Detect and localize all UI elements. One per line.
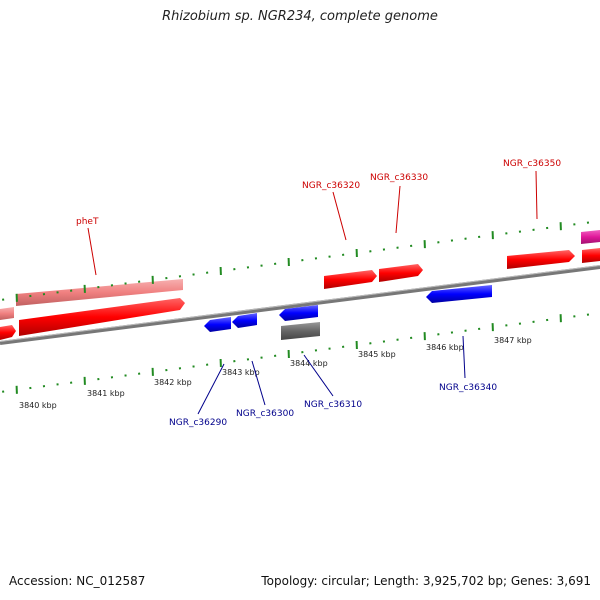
genome-backbone — [0, 265, 600, 345]
reverse-leader-lines — [197, 335, 466, 415]
gene-magenta-right-edge[interactable] — [581, 230, 600, 244]
tick-marks — [2, 221, 590, 394]
kbp-label-3841: 3841 kbp — [87, 389, 125, 398]
kbp-label-3846: 3846 kbp — [426, 343, 464, 352]
gene-forward-right-edge[interactable] — [582, 248, 600, 263]
gene-ngr-c36320[interactable] — [324, 270, 377, 289]
label-phet[interactable]: pheT — [76, 217, 99, 227]
kbp-label-3842: 3842 kbp — [154, 378, 192, 387]
gene-ngr-c36290[interactable] — [204, 317, 231, 332]
kbp-label-3844: 3844 kbp — [290, 359, 328, 368]
label-ngr-c36340[interactable]: NGR_c36340 — [439, 383, 497, 393]
label-ngr-c36300[interactable]: NGR_c36300 — [236, 409, 294, 419]
gene-partial-light-left[interactable] — [0, 307, 14, 320]
gene-ngr-c36330[interactable] — [379, 264, 423, 282]
gene-forward-red-1[interactable] — [19, 298, 185, 336]
gene-phet[interactable] — [16, 279, 183, 306]
kbp-label-3843: 3843 kbp — [222, 368, 260, 377]
kbp-axis-labels: 3840 kbp 3841 kbp 3842 kbp 3843 kbp 3844… — [19, 336, 532, 410]
label-ngr-c36350[interactable]: NGR_c36350 — [503, 159, 561, 169]
kbp-label-3847: 3847 kbp — [494, 336, 532, 345]
label-ngr-c36330[interactable]: NGR_c36330 — [370, 173, 428, 183]
gene-ngr-c36300[interactable] — [232, 313, 257, 328]
feature-gray[interactable] — [281, 322, 320, 340]
forward-leader-lines — [87, 170, 538, 276]
gene-ngr-c36340[interactable] — [426, 285, 492, 303]
gene-partial-red-left[interactable] — [0, 325, 16, 340]
label-ngr-c36320[interactable]: NGR_c36320 — [302, 181, 360, 191]
genome-title: Rhizobium sp. NGR234, complete genome — [162, 9, 438, 24]
gene-ngr-c36310[interactable] — [279, 305, 318, 321]
gene-ngr-c36350[interactable] — [507, 250, 575, 269]
topology-text: Topology: circular; Length: 3,925,702 bp… — [261, 574, 591, 588]
kbp-label-3845: 3845 kbp — [358, 350, 396, 359]
accession-text: Accession: NC_012587 — [9, 574, 146, 588]
label-ngr-c36290[interactable]: NGR_c36290 — [169, 418, 227, 428]
kbp-label-3840: 3840 kbp — [19, 401, 57, 410]
label-ngr-c36310[interactable]: NGR_c36310 — [304, 400, 362, 410]
